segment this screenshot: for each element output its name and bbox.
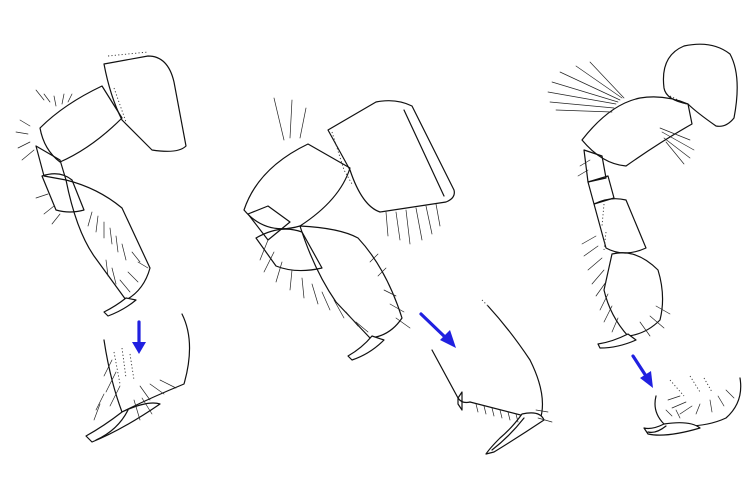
left-dactylus-detail	[85, 313, 191, 443]
right-appendage-drawing	[547, 43, 738, 349]
left-callout-arrow	[132, 320, 146, 354]
middle-appendage-drawing	[243, 97, 455, 361]
left-appendage-drawing	[15, 51, 187, 317]
right-callout-arrow	[631, 354, 653, 388]
right-dactylus-detail	[643, 375, 742, 436]
middle-callout-arrow	[419, 312, 456, 348]
middle-dactylus-detail	[431, 299, 553, 455]
